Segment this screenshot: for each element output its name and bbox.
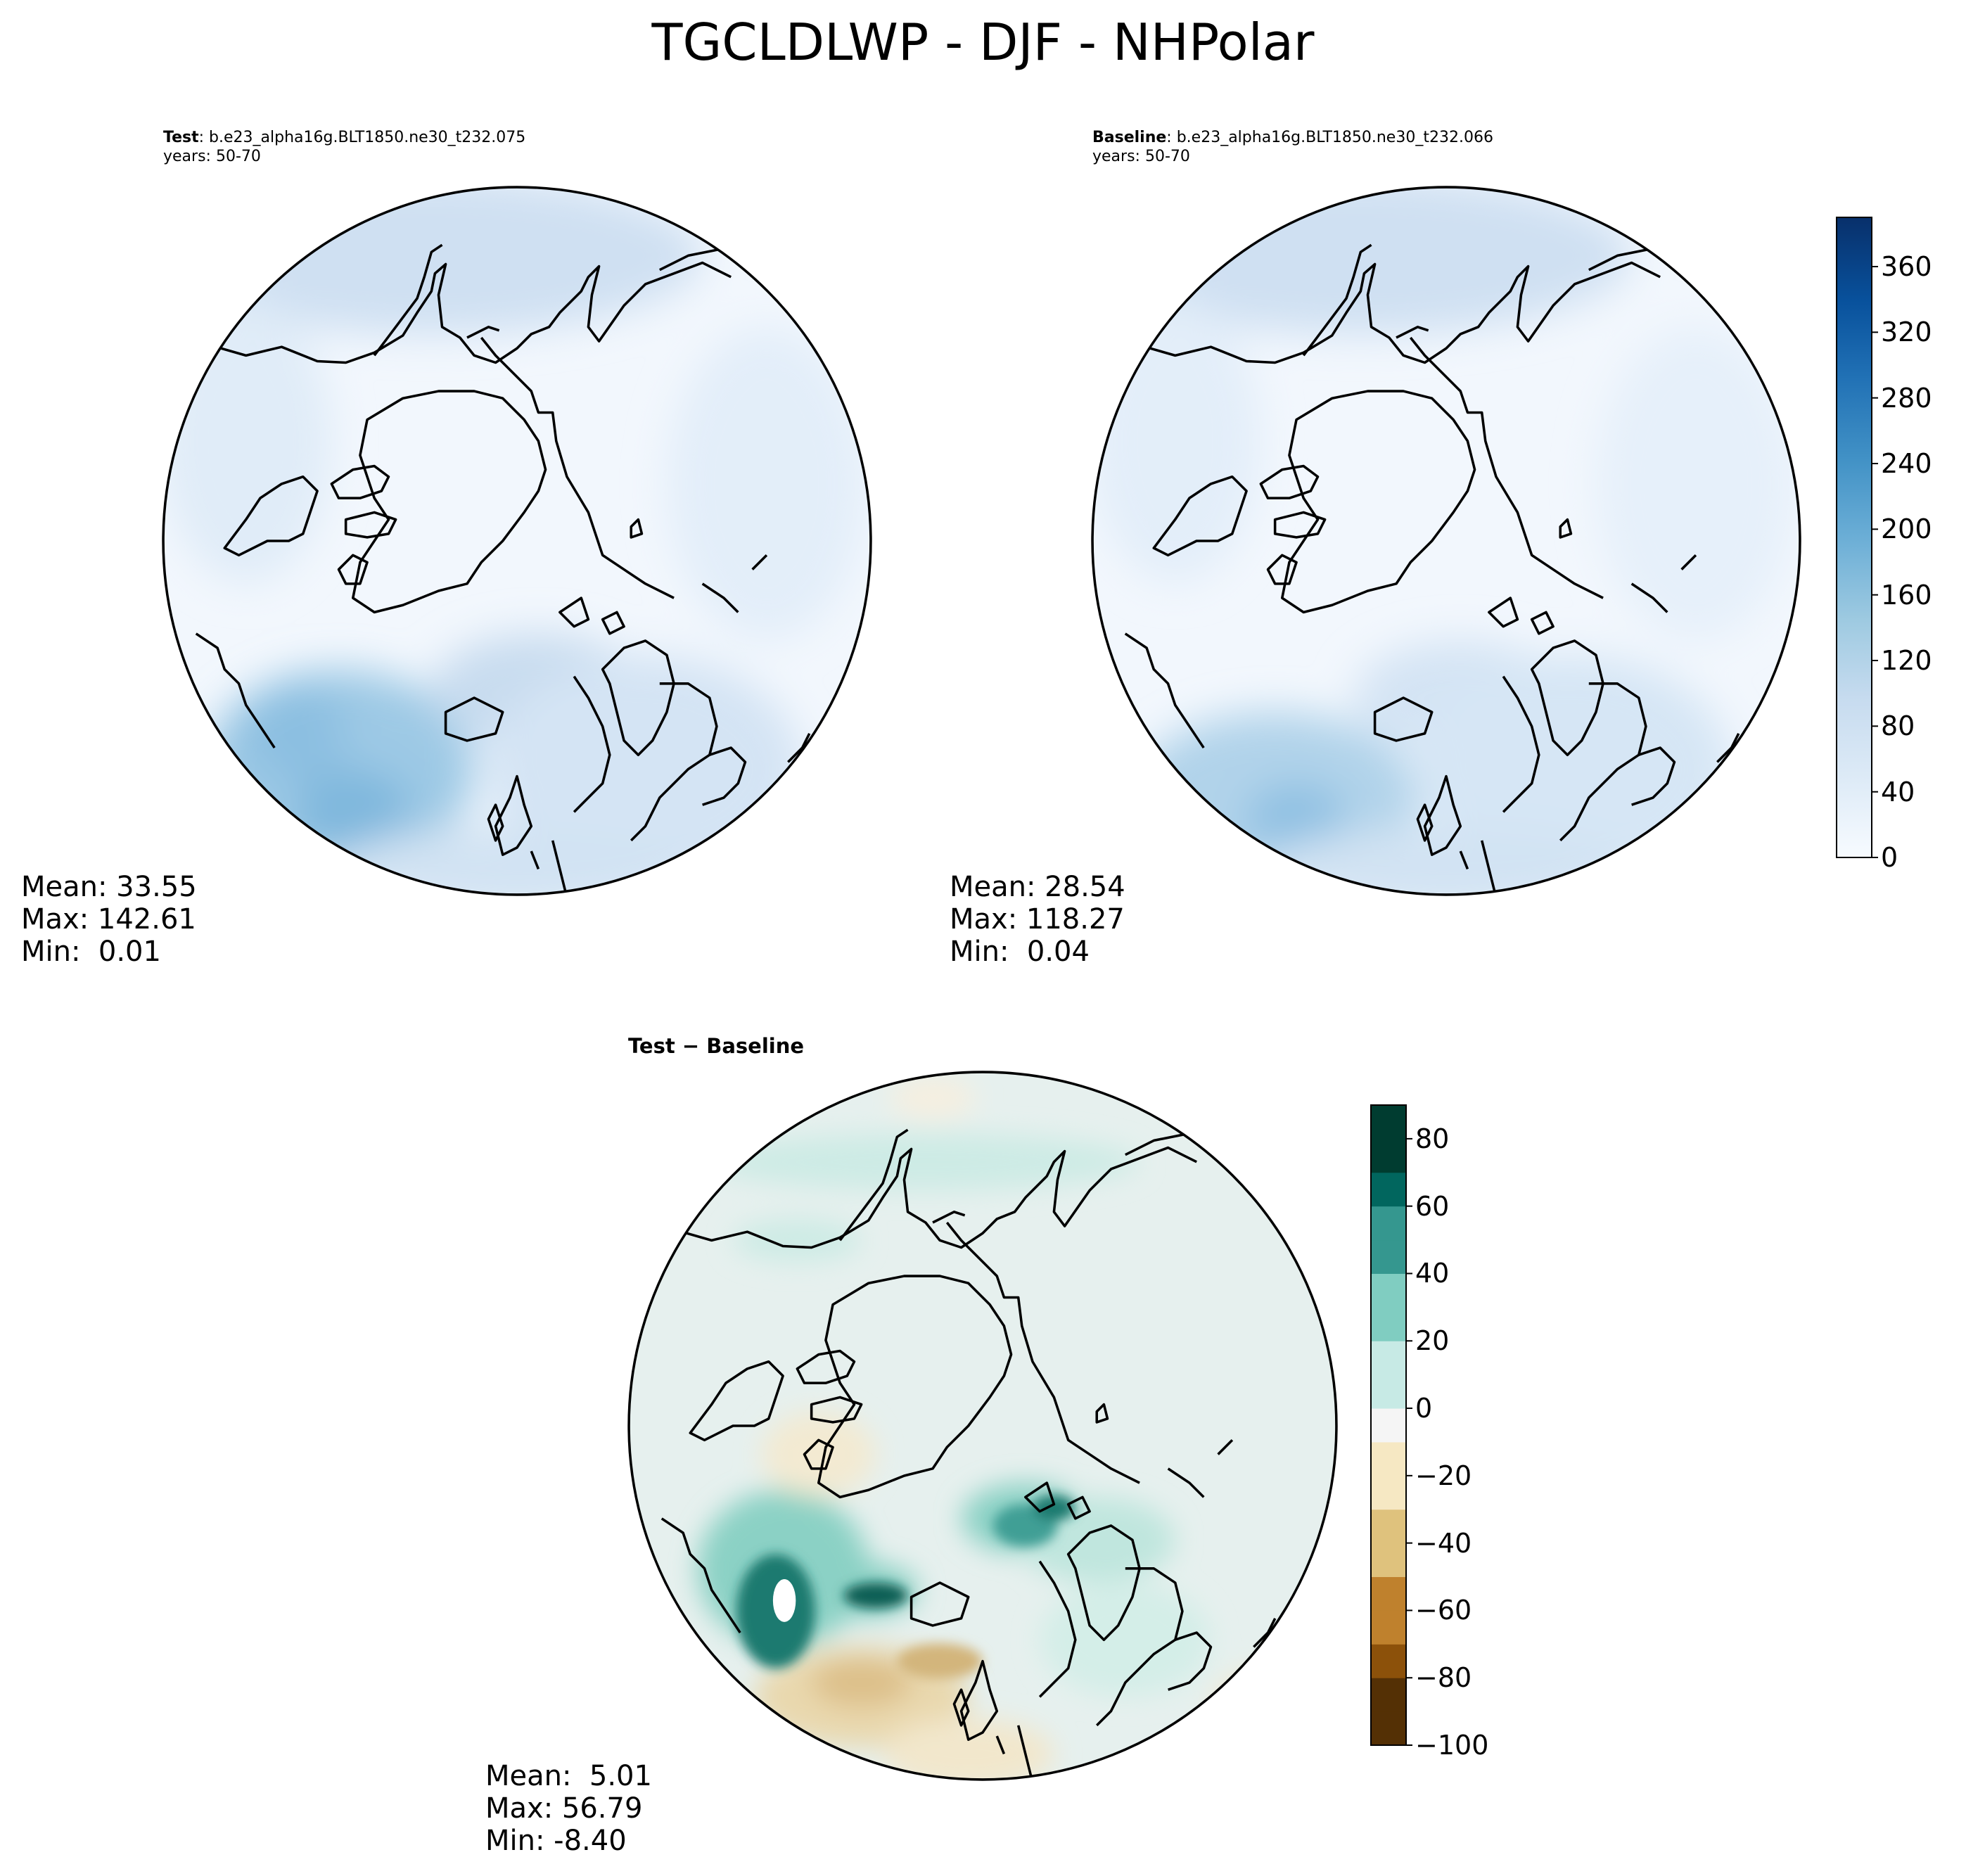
diff-colorbar-segment [1371, 1644, 1406, 1678]
diff-colorbar-segment [1371, 1678, 1406, 1712]
figure-title: TGCLDLWP - DJF - NHPolar [651, 13, 1315, 72]
main-colorbar [1836, 217, 1878, 858]
diff-colorbar-segment [1371, 1711, 1406, 1746]
main-colorbar-tick-label: 40 [1881, 776, 1915, 808]
diff-stats: Mean: 5.01 Max: 56.79 Min: -8.40 [485, 1760, 652, 1857]
diff-colorbar-segment [1371, 1475, 1406, 1510]
diff-max: Max: 56.79 [485, 1792, 643, 1825]
baseline-min: Min: 0.04 [950, 936, 1090, 968]
main-colorbar-tick-label: 160 [1881, 579, 1932, 611]
baseline-years: years: 50-70 [1092, 148, 1190, 165]
diff-colorbar-tick-label: 60 [1415, 1190, 1450, 1222]
main-colorbar-tick-label: 0 [1881, 842, 1898, 873]
diff-colorbar-segment [1371, 1543, 1406, 1578]
diff-colorbar-segment [1371, 1408, 1406, 1443]
baseline-panel-title: Baseline: b.e23_alpha16g.BLT1850.ne30_t2… [1092, 128, 1493, 166]
baseline-stats: Mean: 28.54 Max: 118.27 Min: 0.04 [950, 871, 1125, 968]
diff-colorbar-tick-label: −20 [1415, 1460, 1472, 1491]
diff-colorbar-tick-label: 0 [1415, 1393, 1433, 1424]
main-colorbar-tick-label: 360 [1881, 251, 1932, 282]
baseline-mean: Mean: 28.54 [950, 871, 1125, 903]
main-colorbar-tick-label: 80 [1881, 710, 1915, 742]
main-colorbar-tick-label: 240 [1881, 448, 1932, 479]
diff-colorbar-segment [1371, 1307, 1406, 1341]
test-mean: Mean: 33.55 [21, 871, 197, 903]
diff-colorbar-tick-label: 20 [1415, 1325, 1450, 1357]
baseline-max: Max: 118.27 [950, 903, 1125, 936]
diff-colorbar-segment [1371, 1341, 1406, 1375]
diff-colorbar-segment [1371, 1138, 1406, 1173]
diff-colorbar-segment [1371, 1273, 1406, 1308]
diff-colorbar-tick-label: −60 [1415, 1595, 1472, 1626]
baseline-polar-map [1091, 186, 1801, 896]
main-colorbar-tick-label: 200 [1881, 513, 1932, 545]
diff-panel-title: Test − Baseline [628, 1034, 805, 1058]
main-colorbar-tick-label: 120 [1881, 645, 1932, 676]
diff-min: Min: -8.40 [485, 1825, 627, 1857]
diff-polar-map [627, 1071, 1338, 1781]
diff-colorbar-segment [1371, 1610, 1406, 1645]
diff-colorbar-segment [1371, 1239, 1406, 1274]
diff-colorbar-tick-label: −40 [1415, 1527, 1472, 1559]
diff-colorbar-segment [1371, 1576, 1406, 1611]
diff-colorbar-segment [1371, 1509, 1406, 1544]
diff-colorbar-segment [1371, 1206, 1406, 1241]
test-panel-title: Test: b.e23_alpha16g.BLT1850.ne30_t232.0… [163, 128, 525, 166]
baseline-case-name: : b.e23_alpha16g.BLT1850.ne30_t232.066 [1166, 129, 1493, 146]
main-colorbar-tick-label: 320 [1881, 317, 1932, 348]
test-stats: Mean: 33.55 Max: 142.61 Min: 0.01 [21, 871, 197, 968]
test-years: years: 50-70 [163, 148, 261, 165]
baseline-label: Baseline [1092, 129, 1167, 146]
diff-colorbar [1370, 1104, 1412, 1746]
diff-colorbar-segment [1371, 1172, 1406, 1207]
diff-colorbar-tick-label: 80 [1415, 1123, 1450, 1154]
diff-colorbar-segment [1371, 1105, 1406, 1140]
diff-colorbar-segment [1371, 1441, 1406, 1476]
diff-field [629, 1072, 1336, 1780]
test-min: Min: 0.01 [21, 936, 161, 968]
diff-colorbar-tick-label: 40 [1415, 1258, 1450, 1289]
test-case-name: : b.e23_alpha16g.BLT1850.ne30_t232.075 [198, 129, 526, 146]
test-label: Test [163, 129, 199, 146]
test-max: Max: 142.61 [21, 903, 196, 936]
diff-colorbar-tick-label: −100 [1415, 1730, 1489, 1761]
diff-colorbar-segment [1371, 1374, 1406, 1409]
main-colorbar-tick-label: 280 [1881, 382, 1932, 414]
diff-colorbar-tick-label: −80 [1415, 1662, 1472, 1694]
test-polar-map [162, 186, 872, 896]
diff-mean: Mean: 5.01 [485, 1760, 652, 1792]
